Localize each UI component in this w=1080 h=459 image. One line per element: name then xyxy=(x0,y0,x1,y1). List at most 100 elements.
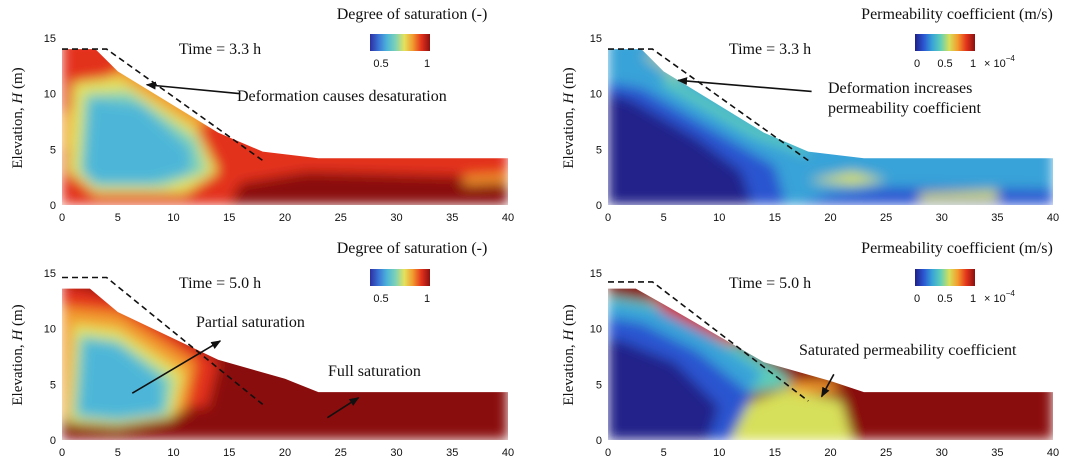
colorbar: 0 0.5 1 × 10−4 xyxy=(914,269,1015,305)
original-slope-outline xyxy=(62,48,264,162)
time-label: Time = 5.0 h xyxy=(179,275,261,292)
y-tick-label: 10 xyxy=(590,89,602,101)
time-label: Time = 3.3 h xyxy=(179,41,261,58)
annotation-arrow xyxy=(131,340,222,394)
heatmap-region xyxy=(608,93,753,205)
y-tick-label: 0 xyxy=(50,200,56,212)
colorbar-gradient xyxy=(370,34,430,51)
x-tick-label: 5 xyxy=(115,212,121,224)
y-tick-label: 5 xyxy=(596,144,602,156)
y-axis-label: Elevation, H (m) xyxy=(10,304,26,405)
annotation-arrow xyxy=(326,397,360,419)
y-axis: 0 5 10 15 xyxy=(44,268,56,447)
colorbar-gradient xyxy=(370,269,430,286)
heatmap-region xyxy=(608,339,720,440)
x-tick-label: 25 xyxy=(880,212,892,224)
x-tick-label: 30 xyxy=(390,212,402,224)
colorbar-tick-label: 1 xyxy=(424,293,430,305)
annotation-arrow xyxy=(145,81,241,95)
heatmap-field xyxy=(62,49,508,205)
colorbar-gradient xyxy=(915,269,975,286)
heatmap-field xyxy=(62,288,508,440)
x-tick-label: 25 xyxy=(335,212,347,224)
x-tick-label: 30 xyxy=(936,212,948,224)
x-axis: 0 5 10 15 20 25 30 35 40 xyxy=(605,212,1059,224)
x-tick-label: 25 xyxy=(335,447,347,459)
y-tick-label: 5 xyxy=(50,379,56,391)
x-tick-label: 0 xyxy=(59,447,65,459)
y-tick-label: 15 xyxy=(44,33,56,45)
y-tick-label: 10 xyxy=(44,324,56,336)
colorbar-tick-label: 0.5 xyxy=(373,293,388,305)
x-tick-label: 15 xyxy=(769,447,781,459)
x-tick-label: 25 xyxy=(880,447,892,459)
x-tick-label: 10 xyxy=(713,212,725,224)
annotation-text-line-1: Deformation increases xyxy=(828,80,972,97)
x-axis: 0 5 10 15 20 25 30 35 40 xyxy=(59,447,514,459)
x-tick-label: 10 xyxy=(713,447,725,459)
x-tick-label: 0 xyxy=(59,212,65,224)
original-slope-outline xyxy=(62,276,264,406)
colorbar-exponent: × 10−4 xyxy=(984,289,1015,305)
original-slope-outline xyxy=(608,48,809,162)
x-tick-label: 15 xyxy=(223,447,235,459)
y-tick-label: 10 xyxy=(590,324,602,336)
colorbar-exponent: × 10−4 xyxy=(984,54,1015,70)
heatmap-region xyxy=(84,99,191,183)
x-tick-label: 10 xyxy=(167,447,179,459)
x-tick-label: 40 xyxy=(502,447,514,459)
x-tick-label: 15 xyxy=(223,212,235,224)
panel-bottom-right-permeability: Permeability coefficient (m/s) Time = 5.… xyxy=(561,240,1059,459)
panel-title: Permeability coefficient (m/s) xyxy=(861,6,1053,23)
panel-title: Degree of saturation (-) xyxy=(337,240,488,257)
panel-top-left-saturation: Degree of saturation (-) Time = 3.3 h 0.… xyxy=(10,6,514,224)
time-label: Time = 3.3 h xyxy=(729,41,811,58)
y-tick-label: 5 xyxy=(50,144,56,156)
x-tick-label: 30 xyxy=(936,447,948,459)
colorbar-gradient xyxy=(915,34,975,51)
x-axis: 0 5 10 15 20 25 30 35 40 xyxy=(59,212,514,224)
y-tick-label: 15 xyxy=(44,268,56,280)
y-tick-label: 0 xyxy=(596,435,602,447)
annotation-arrow xyxy=(820,373,835,398)
y-axis-label: Elevation, H (m) xyxy=(561,304,577,405)
heatmap-region xyxy=(808,171,887,185)
heatmap-region xyxy=(919,190,998,202)
annotation-text: Deformation causes desaturation xyxy=(237,88,447,105)
x-tick-label: 0 xyxy=(605,447,611,459)
time-label: Time = 5.0 h xyxy=(729,275,811,292)
x-tick-label: 35 xyxy=(446,212,458,224)
annotation-arrow xyxy=(677,77,812,93)
x-tick-label: 40 xyxy=(1047,212,1059,224)
colorbar-tick-label: 0 xyxy=(914,58,920,70)
colorbar-tick-label: 0.5 xyxy=(937,58,952,70)
y-tick-label: 15 xyxy=(590,268,602,280)
y-tick-label: 5 xyxy=(596,379,602,391)
y-axis-label: Elevation, H (m) xyxy=(561,67,577,168)
x-tick-label: 5 xyxy=(661,447,667,459)
x-tick-label: 40 xyxy=(502,212,514,224)
x-tick-label: 30 xyxy=(390,447,402,459)
x-tick-label: 20 xyxy=(279,447,291,459)
x-tick-label: 35 xyxy=(446,447,458,459)
x-tick-label: 20 xyxy=(824,447,836,459)
heatmap-region xyxy=(78,339,163,418)
y-axis: 0 5 10 15 xyxy=(590,33,602,212)
colorbar-tick-label: 1 xyxy=(970,58,976,70)
original-slope-outline xyxy=(608,281,809,402)
x-tick-label: 40 xyxy=(1047,447,1059,459)
heatmap-region xyxy=(229,171,508,205)
annotation-text: Full saturation xyxy=(328,363,421,380)
annotation-text: Saturated permeability coefficient xyxy=(799,342,1017,359)
y-axis: 0 5 10 15 xyxy=(44,33,56,212)
x-tick-label: 35 xyxy=(991,212,1003,224)
x-tick-label: 0 xyxy=(605,212,611,224)
y-tick-label: 0 xyxy=(50,435,56,447)
colorbar-tick-label: 1 xyxy=(424,58,430,70)
y-tick-label: 10 xyxy=(44,89,56,101)
colorbar-tick-label: 1 xyxy=(970,293,976,305)
colorbar-tick-label: 0 xyxy=(914,293,920,305)
panel-title: Degree of saturation (-) xyxy=(337,6,488,23)
colorbar: 0.5 1 xyxy=(370,269,430,305)
